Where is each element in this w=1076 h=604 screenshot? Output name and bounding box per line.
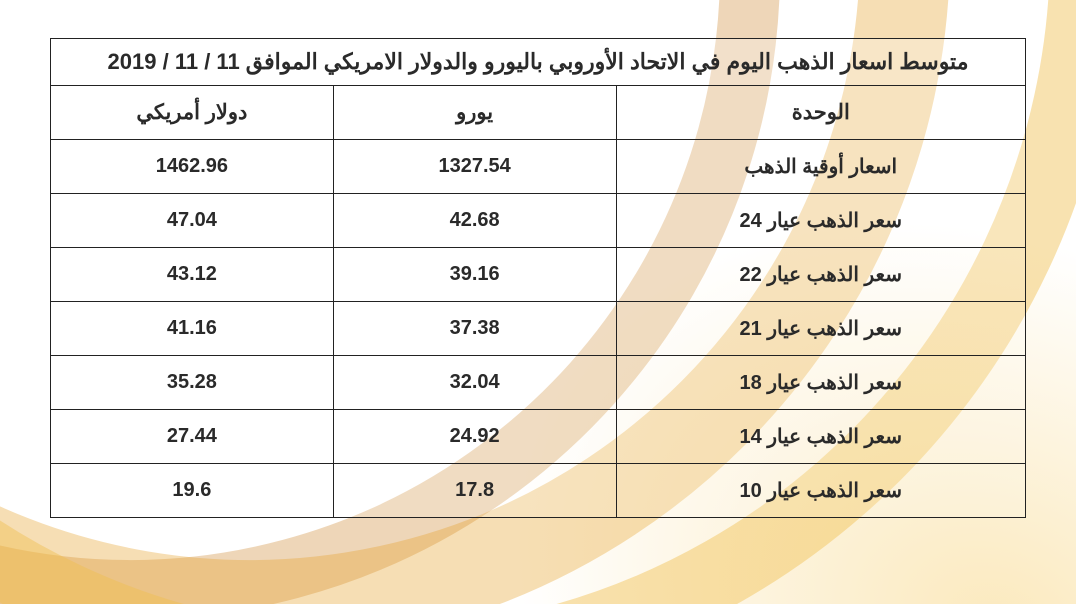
- col-header-unit: الوحدة: [616, 86, 1026, 140]
- table-row: 19.6 17.8 سعر الذهب عيار 10: [51, 464, 1026, 518]
- cell-eur: 1327.54: [333, 140, 616, 194]
- cell-unit: سعر الذهب عيار 24: [616, 194, 1026, 248]
- cell-eur: 42.68: [333, 194, 616, 248]
- cell-eur: 17.8: [333, 464, 616, 518]
- title-row: متوسط اسعار الذهب اليوم في الاتحاد الأور…: [51, 39, 1026, 86]
- table-row: 35.28 32.04 سعر الذهب عيار 18: [51, 356, 1026, 410]
- cell-unit: سعر الذهب عيار 14: [616, 410, 1026, 464]
- cell-usd: 19.6: [51, 464, 334, 518]
- table-row: 47.04 42.68 سعر الذهب عيار 24: [51, 194, 1026, 248]
- cell-unit: اسعار أوقية الذهب: [616, 140, 1026, 194]
- cell-usd: 47.04: [51, 194, 334, 248]
- cell-usd: 41.16: [51, 302, 334, 356]
- cell-eur: 32.04: [333, 356, 616, 410]
- col-header-usd: دولار أمريكي: [51, 86, 334, 140]
- col-header-eur: يورو: [333, 86, 616, 140]
- cell-eur: 37.38: [333, 302, 616, 356]
- cell-unit: سعر الذهب عيار 21: [616, 302, 1026, 356]
- table-title: متوسط اسعار الذهب اليوم في الاتحاد الأور…: [51, 39, 1026, 86]
- cell-unit: سعر الذهب عيار 18: [616, 356, 1026, 410]
- cell-unit: سعر الذهب عيار 10: [616, 464, 1026, 518]
- header-row: دولار أمريكي يورو الوحدة: [51, 86, 1026, 140]
- cell-eur: 24.92: [333, 410, 616, 464]
- table-row: 43.12 39.16 سعر الذهب عيار 22: [51, 248, 1026, 302]
- cell-usd: 27.44: [51, 410, 334, 464]
- cell-usd: 1462.96: [51, 140, 334, 194]
- canvas-background: متوسط اسعار الذهب اليوم في الاتحاد الأور…: [0, 0, 1076, 604]
- cell-unit: سعر الذهب عيار 22: [616, 248, 1026, 302]
- gold-price-table: متوسط اسعار الذهب اليوم في الاتحاد الأور…: [50, 38, 1026, 518]
- table-body: 1462.96 1327.54 اسعار أوقية الذهب 47.04 …: [51, 140, 1026, 518]
- cell-usd: 43.12: [51, 248, 334, 302]
- cell-eur: 39.16: [333, 248, 616, 302]
- cell-usd: 35.28: [51, 356, 334, 410]
- price-table-container: متوسط اسعار الذهب اليوم في الاتحاد الأور…: [50, 38, 1026, 518]
- table-row: 27.44 24.92 سعر الذهب عيار 14: [51, 410, 1026, 464]
- table-row: 1462.96 1327.54 اسعار أوقية الذهب: [51, 140, 1026, 194]
- table-row: 41.16 37.38 سعر الذهب عيار 21: [51, 302, 1026, 356]
